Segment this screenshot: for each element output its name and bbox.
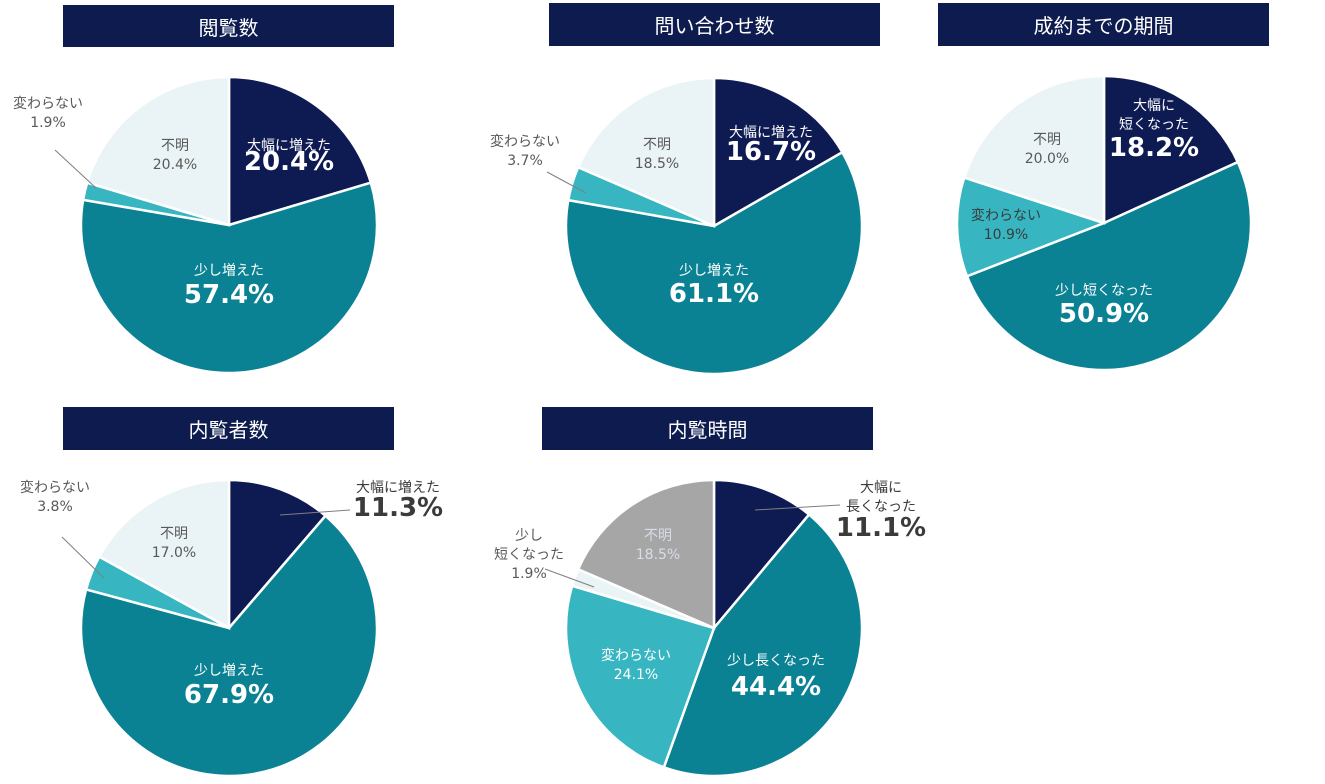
- pie-slice-inquiries-3: [576, 76, 716, 228]
- pie-slice-views-1: [79, 181, 379, 375]
- slice-label-inquiries-0: 大幅に増えた: [729, 125, 813, 141]
- pie-slice-views-0: [227, 75, 373, 227]
- pie-slice-viewing-time-4: [576, 478, 716, 630]
- pie-slice-viewing-time-1: [662, 512, 864, 778]
- slice-value-closing-period-0: 18.2%: [1109, 133, 1199, 163]
- slice-label-visitors-0: 大幅に増えた: [356, 480, 440, 496]
- pie-slice-visitors-1: [79, 513, 379, 778]
- leader-line-visitors-2: [61, 536, 105, 579]
- slice-value-visitors-2: 3.8%: [37, 499, 73, 515]
- slice-value-visitors-0: 11.3%: [353, 493, 443, 523]
- pie-slice-inquiries-0: [712, 76, 845, 229]
- slice-label-closing-period-1: 少し短くなった: [1055, 283, 1153, 299]
- slice-label-inquiries-3: 不明: [643, 137, 671, 153]
- slice-label-viewing-time-2: 変わらない: [601, 647, 671, 664]
- pie-slice-visitors-3: [97, 478, 231, 631]
- pie-slice-closing-period-3: [962, 74, 1106, 225]
- slice-value-viewing-time-0: 11.1%: [836, 513, 926, 543]
- leader-line-viewing-time-0: [754, 504, 841, 511]
- slice-label-closing-period-0: 大幅に: [1133, 98, 1175, 114]
- slice-label-viewing-time-3: 少し: [515, 528, 543, 544]
- slice-label-views-1: 少し増えた: [194, 263, 264, 279]
- pie-slice-inquiries-1: [564, 150, 864, 376]
- pie-slice-viewing-time-0: [712, 478, 811, 632]
- slice-label-views-3: 不明: [161, 138, 189, 154]
- slice-value-visitors-3: 17.0%: [152, 545, 196, 561]
- slice-label-visitors-2: 変わらない: [20, 479, 90, 496]
- slice-label-visitors-1: 少し増えた: [194, 663, 264, 679]
- leader-line-inquiries-2: [546, 171, 587, 194]
- leader-line-visitors-0: [279, 509, 351, 516]
- pie-slice-closing-period-1: [965, 160, 1253, 372]
- chart-title-visitors: 内覧者数: [63, 407, 394, 450]
- slice-label-closing-period-2: 変わらない: [971, 207, 1041, 224]
- pie-slice-visitors-0: [227, 478, 328, 632]
- pie-slice-closing-period-0: [1102, 74, 1240, 225]
- chart-title-closing-period: 成約までの期間: [938, 3, 1269, 46]
- slice-value-inquiries-1: 61.1%: [669, 279, 759, 309]
- slice-value-closing-period-3: 20.0%: [1025, 151, 1069, 167]
- slice-value-viewing-time-1: 44.4%: [731, 672, 821, 702]
- slice-value-inquiries-2: 3.7%: [507, 153, 543, 169]
- leader-line-viewing-time-3: [544, 568, 595, 588]
- slice-label-viewing-time-1: 少し長くなった: [727, 653, 825, 669]
- chart-title-viewing-time: 内覧時間: [542, 407, 873, 450]
- slice-value-views-3: 20.4%: [153, 157, 197, 173]
- slice-label-views-0: 大幅に増えた: [247, 138, 331, 154]
- slice-value-closing-period-2: 10.9%: [984, 227, 1028, 243]
- slice-value-views-0: 20.4%: [244, 147, 334, 177]
- slice-label-closing-period-0: 短くなった: [1119, 117, 1189, 133]
- slice-label-inquiries-1: 少し増えた: [679, 263, 749, 279]
- slice-label-viewing-time-0: 長くなった: [846, 499, 916, 515]
- slice-label-inquiries-2: 変わらない: [490, 133, 560, 150]
- pie-slice-viewing-time-2: [564, 584, 716, 769]
- slice-value-inquiries-0: 16.7%: [726, 137, 816, 167]
- leader-line-views-2: [54, 149, 97, 189]
- chart-title-inquiries: 問い合わせ数: [549, 3, 880, 46]
- slice-value-viewing-time-2: 24.1%: [614, 667, 658, 683]
- slice-value-viewing-time-3: 1.9%: [511, 566, 547, 582]
- slice-label-viewing-time-0: 大幅に: [860, 480, 902, 496]
- slice-label-viewing-time-4: 不明: [644, 528, 672, 544]
- slice-value-inquiries-3: 18.5%: [635, 156, 679, 172]
- chart-title-views: 閲覧数: [63, 5, 394, 47]
- slice-label-viewing-time-3: 短くなった: [494, 547, 564, 563]
- slice-label-views-2: 変わらない: [13, 95, 83, 112]
- slice-value-views-2: 1.9%: [30, 115, 66, 131]
- slice-value-closing-period-1: 50.9%: [1059, 299, 1149, 329]
- slice-value-visitors-1: 67.9%: [184, 680, 274, 710]
- pie-slice-closing-period-2: [955, 175, 1108, 278]
- pie-slice-views-3: [85, 75, 231, 227]
- slice-value-viewing-time-4: 18.5%: [636, 547, 680, 563]
- slice-value-views-1: 57.4%: [184, 280, 274, 310]
- slice-label-closing-period-3: 不明: [1033, 132, 1061, 148]
- slice-label-visitors-3: 不明: [160, 526, 188, 542]
